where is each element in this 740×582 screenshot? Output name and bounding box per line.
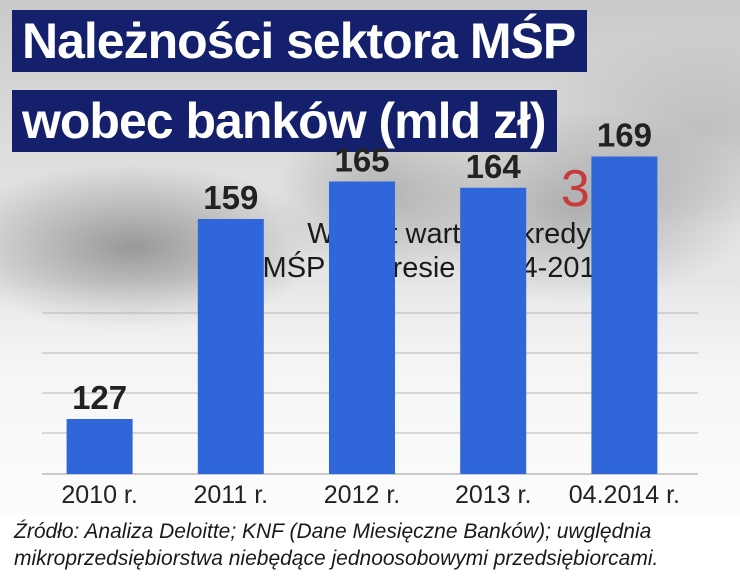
bar — [591, 156, 658, 474]
bars — [66, 156, 658, 474]
bar-value-label: 164 — [466, 148, 522, 185]
bar — [329, 181, 395, 474]
bar — [460, 187, 527, 474]
x-tick-label: 2011 r. — [193, 481, 268, 509]
bar-value-label: 127 — [72, 379, 127, 416]
x-tick-label: 2012 r. — [324, 481, 400, 509]
bar-value-label: 169 — [597, 117, 652, 154]
bar-value-label: 165 — [334, 142, 389, 179]
chart-title-line-1: Należności sektora MŚP — [12, 10, 588, 72]
growth-note-line-2: dla MŚP w okresie 01-04-2014 r. — [215, 252, 636, 284]
bar — [197, 219, 264, 474]
bar-value-label: 159 — [203, 179, 258, 216]
data-labels: 127 159 165 164 169 — [72, 117, 652, 417]
x-tick-label: 2010 r. — [61, 481, 137, 509]
source-note: Źródło: Analiza Deloitte; KNF (Dane Mies… — [14, 520, 659, 570]
chart-title-line-2: wobec banków (mld zł) — [12, 90, 558, 152]
x-tick-label: 2013 r. — [455, 481, 531, 509]
x-axis-tick-labels: 2010 r. 2011 r. 2012 r. 2013 r. 04.2014 r. — [61, 481, 680, 509]
bar — [66, 419, 133, 474]
x-tick-label: 04.2014 r. — [569, 481, 680, 509]
